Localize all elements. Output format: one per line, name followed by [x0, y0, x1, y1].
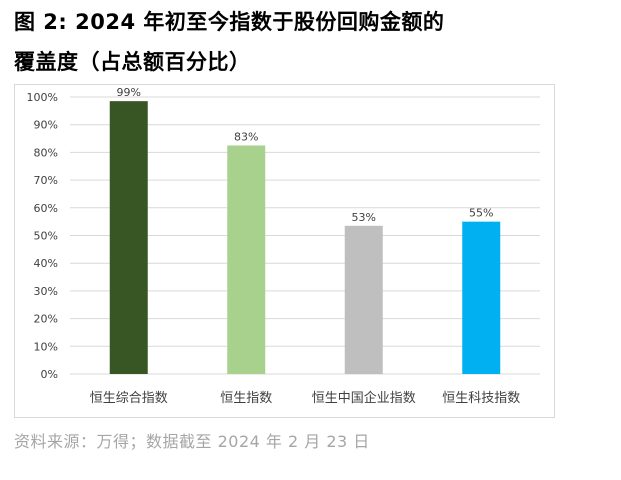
- data-label: 99%: [117, 86, 141, 99]
- y-tick-label: 60%: [34, 202, 58, 215]
- bar: [462, 221, 501, 374]
- chart-title-line-1: 图 2: 2024 年初至今指数于股份回购金额的: [14, 10, 445, 34]
- y-tick-label: 100%: [27, 91, 58, 104]
- y-tick-label: 80%: [34, 146, 58, 159]
- y-tick-label: 50%: [34, 230, 58, 243]
- y-tick-label: 90%: [34, 119, 58, 132]
- y-tick-label: 30%: [34, 285, 58, 298]
- x-tick-label: 恒生科技指数: [442, 391, 520, 406]
- y-tick-label: 0%: [41, 368, 58, 381]
- y-tick-label: 40%: [34, 257, 58, 270]
- y-tick-label: 10%: [34, 340, 58, 353]
- data-label: 53%: [352, 211, 376, 224]
- bar-chart: 0% 10% 20% 30% 40% 50% 60% 70% 80% 90% 100% 99% 恒生综合…: [27, 86, 540, 406]
- y-tick-label: 70%: [34, 174, 58, 187]
- bar: [344, 225, 383, 374]
- source-note: 资料来源：万得；数据截至 2024 年 2 月 23 日: [14, 432, 370, 451]
- x-tick-label: 恒生指数: [220, 391, 272, 406]
- data-label: 83%: [234, 130, 258, 143]
- y-tick-label: 20%: [34, 313, 58, 326]
- x-tick-label: 恒生综合指数: [90, 391, 168, 406]
- chart-title-line-2: 覆盖度（占总额百分比）: [14, 50, 251, 74]
- x-tick-label: 恒生中国企业指数: [312, 390, 416, 406]
- data-label: 55%: [469, 207, 493, 220]
- bar: [227, 145, 266, 374]
- chart-frame: 0% 10% 20% 30% 40% 50% 60% 70% 80% 90% 100% 99% 恒生综合…: [14, 84, 555, 418]
- bar: [109, 101, 148, 374]
